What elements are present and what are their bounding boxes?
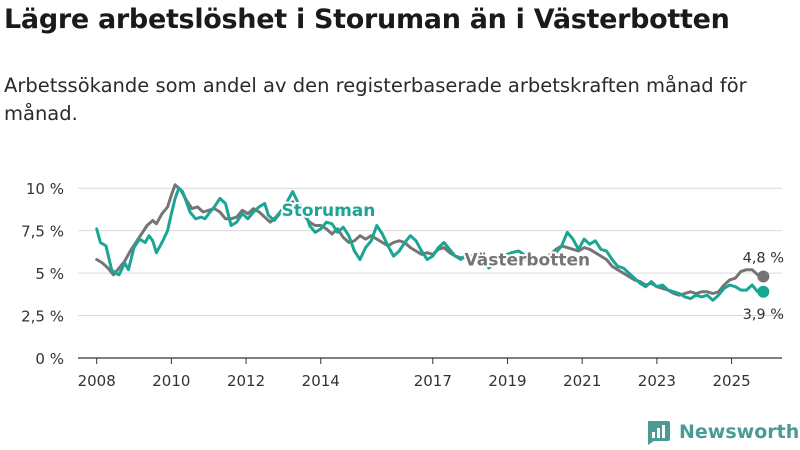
y-tick-label: 0 % — [35, 350, 64, 368]
y-tick-label: 10 % — [26, 180, 64, 198]
series-label-storuman: Storuman — [282, 201, 376, 221]
brand-logo: Newsworthy — [645, 419, 800, 445]
series-lines — [97, 185, 770, 300]
x-tick-label: 2008 — [78, 372, 116, 390]
end-value-storuman: 3,9 % — [743, 307, 784, 323]
end-value-vasterbotten: 4,8 % — [743, 250, 784, 266]
y-tick-label: 5 % — [35, 265, 64, 283]
x-axis: 2008 2010 2012 2014 2017 2019 2021 2023 2025 — [78, 358, 751, 390]
x-tick-label: 2010 — [152, 372, 190, 390]
brand-name: Newsworthy — [679, 421, 800, 443]
y-tick-label: 2,5 % — [21, 308, 64, 326]
end-point-storuman — [757, 286, 769, 298]
x-tick-label: 2023 — [638, 372, 676, 390]
line-chart: 0 % 2,5 % 5 % 7,5 % 10 % 2008 2010 2012 2014 201… — [0, 160, 800, 390]
x-tick-label: 2021 — [563, 372, 601, 390]
chart-subtitle: Arbetssökande som andel av den registerb… — [4, 72, 794, 128]
x-tick-label: 2025 — [712, 372, 750, 390]
series-line-vasterbotten — [97, 185, 764, 295]
y-axis: 0 % 2,5 % 5 % 7,5 % 10 % — [21, 180, 64, 368]
series-label-vasterbotten: Västerbotten — [465, 250, 591, 270]
end-point-vasterbotten — [757, 270, 769, 282]
x-tick-label: 2012 — [227, 372, 265, 390]
x-tick-label: 2014 — [302, 372, 340, 390]
y-tick-label: 7,5 % — [21, 223, 64, 241]
x-tick-label: 2019 — [488, 372, 526, 390]
newsworthy-logo-icon — [645, 419, 671, 445]
x-tick-label: 2017 — [414, 372, 452, 390]
gridlines — [78, 188, 782, 358]
series-labels: Storuman Västerbotten 4,8 % 3,9 % — [282, 201, 785, 323]
series-line-storuman — [97, 188, 764, 300]
chart-title: Lägre arbetslöshet i Storuman än i Väste… — [4, 4, 730, 35]
